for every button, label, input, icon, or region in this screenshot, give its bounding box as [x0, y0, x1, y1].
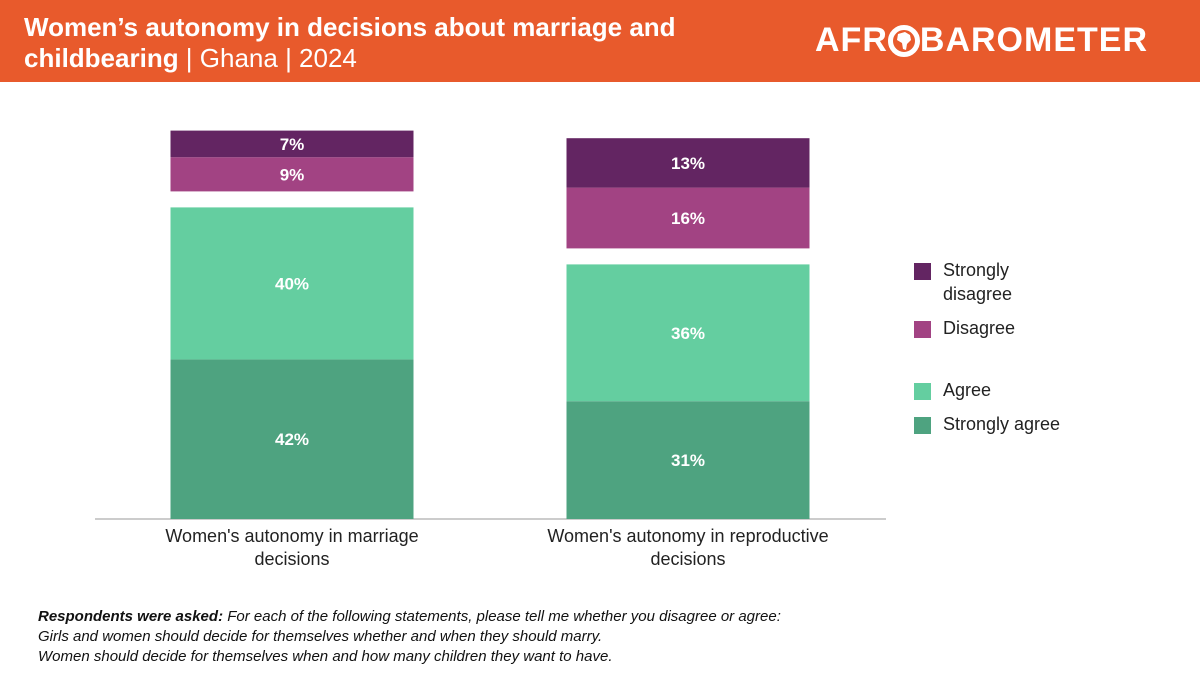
- data-label-agree-2: 36%: [671, 324, 705, 343]
- data-label-group: 42% 40% 9% 7% 31% 36% 16% 13%: [275, 135, 705, 470]
- data-label-strongly-agree-1: 42%: [275, 430, 309, 449]
- africa-in-o-icon: [887, 24, 920, 57]
- legend-swatch: [914, 383, 931, 400]
- legend-item-disagree: Disagree: [914, 316, 1063, 340]
- category-label-1-line-2: decisions: [254, 549, 329, 569]
- category-label-group: Women's autonomy in marriage decisions Wom…: [165, 526, 828, 569]
- logo-text-right: BAROMETER: [919, 21, 1148, 59]
- legend-item-strongly-disagree: Strongly disagree: [914, 258, 1063, 306]
- chart-title: Women’s autonomy in decisions about marr…: [24, 12, 784, 74]
- note-intro: For each of the following statements, pl…: [223, 608, 781, 625]
- data-label-agree-1: 40%: [275, 274, 309, 293]
- logo-text-left: AFR: [815, 21, 888, 59]
- data-label-strongly-agree-2: 31%: [671, 451, 705, 470]
- legend-swatch: [914, 417, 931, 434]
- category-label-1-line-1: Women's autonomy in marriage: [165, 526, 418, 546]
- legend-swatch: [914, 321, 931, 338]
- legend-label: Disagree: [943, 318, 1016, 338]
- bar-agree-1: [170, 207, 414, 360]
- bar-strongly-disagree-2: [566, 138, 810, 188]
- legend-item-strongly-agree: Strongly agree: [914, 412, 1063, 436]
- legend-label: Strongly disagree: [943, 260, 1013, 304]
- note-statement-1: Girls and women should decide for themse…: [38, 628, 603, 645]
- legend-label: Agree: [943, 380, 992, 400]
- title-main: Women’s autonomy in decisions about marr…: [24, 12, 676, 73]
- data-label-disagree-2: 16%: [671, 209, 705, 228]
- bar-disagree-1: [170, 157, 414, 192]
- bar-agree-2: [566, 264, 810, 402]
- bar-disagree-2: [566, 187, 810, 249]
- data-label-strongly-disagree-2: 13%: [671, 154, 705, 173]
- data-label-strongly-disagree-1: 7%: [280, 135, 305, 154]
- legend-swatch: [914, 263, 931, 280]
- header-banner: Women’s autonomy in decisions about marr…: [0, 0, 1200, 82]
- bar-strongly-agree-1: [170, 359, 414, 519]
- legend-item-agree: Agree: [914, 378, 1063, 402]
- category-label-2-line-1: Women's autonomy in reproductive: [547, 526, 828, 546]
- stacked-bar-chart: 42% 40% 9% 7% 31% 36% 16% 13% Women's autonomy …: [95, 130, 886, 569]
- note-intro-line: Respondents were asked: For each of the …: [38, 607, 1138, 627]
- afrobarometer-logo: AFR BAROMETER: [815, 21, 1148, 60]
- note-bold-label: Respondents were asked:: [38, 608, 224, 625]
- title-subtitle: | Ghana | 2024: [178, 43, 357, 73]
- category-label-2-line-2: decisions: [650, 549, 725, 569]
- bar-strongly-disagree-1: [170, 130, 414, 158]
- bar-group: [170, 130, 810, 519]
- question-note: Respondents were asked: For each of the …: [38, 607, 1138, 667]
- legend-label: Strongly agree: [943, 414, 1061, 434]
- note-statement-2: Women should decide for themselves when …: [38, 648, 613, 665]
- bar-strongly-agree-2: [566, 401, 810, 519]
- data-label-disagree-1: 9%: [280, 165, 305, 184]
